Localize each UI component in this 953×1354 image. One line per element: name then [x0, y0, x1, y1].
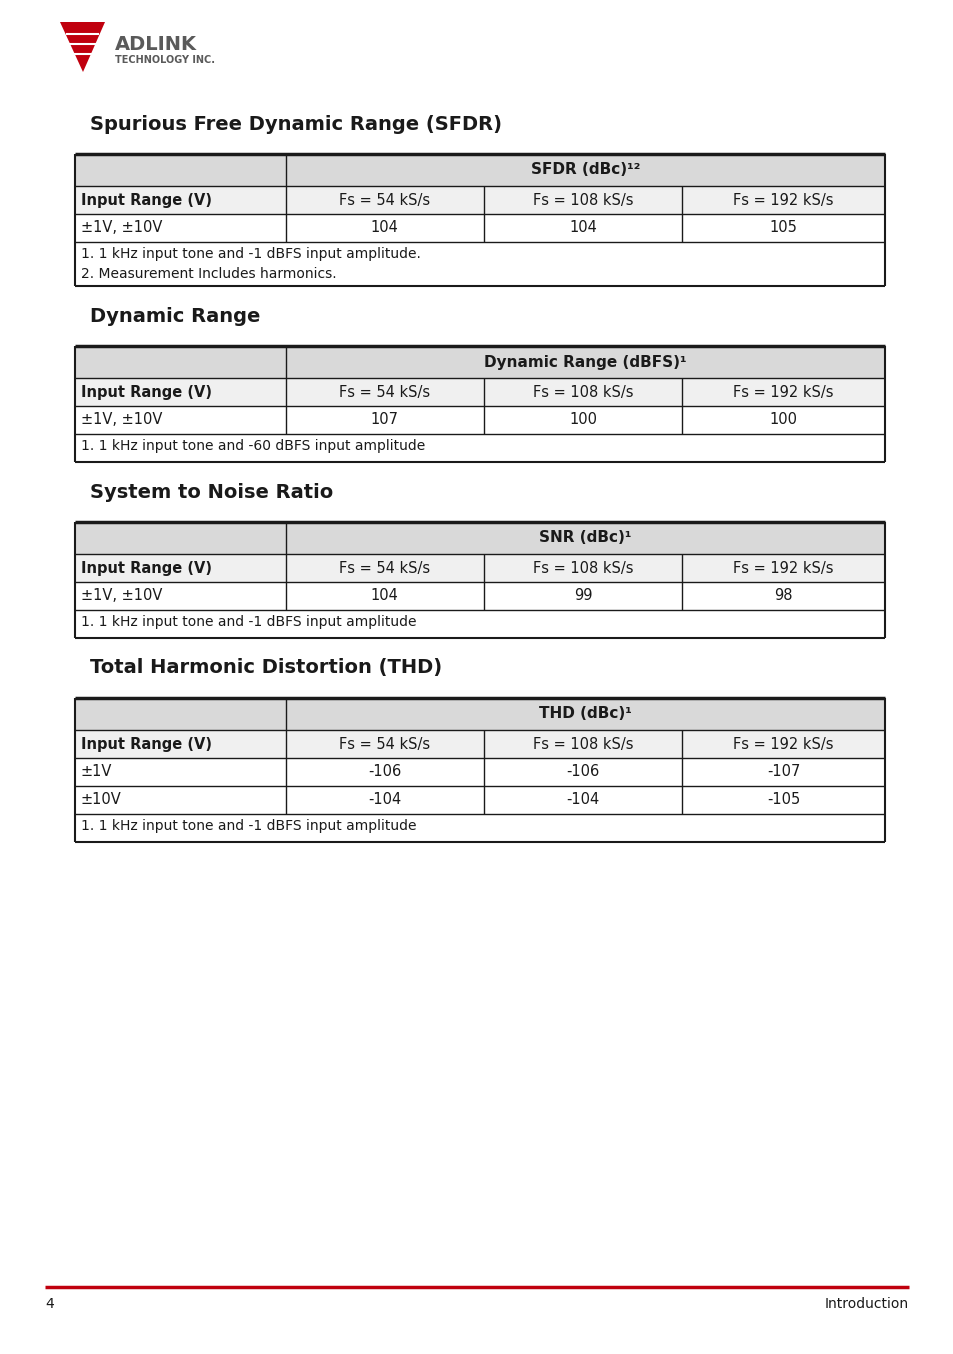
Text: Fs = 192 kS/s: Fs = 192 kS/s	[733, 192, 833, 207]
Text: TECHNOLOGY INC.: TECHNOLOGY INC.	[115, 56, 214, 65]
Text: Spurious Free Dynamic Range (SFDR): Spurious Free Dynamic Range (SFDR)	[90, 115, 501, 134]
Text: ±1V, ±10V: ±1V, ±10V	[81, 589, 162, 604]
Text: 104: 104	[569, 221, 597, 236]
Text: Fs = 108 kS/s: Fs = 108 kS/s	[533, 192, 633, 207]
Text: -106: -106	[368, 765, 401, 780]
Text: Fs = 54 kS/s: Fs = 54 kS/s	[339, 737, 430, 751]
Text: Fs = 192 kS/s: Fs = 192 kS/s	[733, 561, 833, 575]
Text: -105: -105	[766, 792, 800, 807]
Text: Input Range (V): Input Range (V)	[81, 561, 212, 575]
Text: ADLINK: ADLINK	[115, 34, 196, 54]
Text: Input Range (V): Input Range (V)	[81, 192, 212, 207]
Bar	[75, 347, 884, 378]
Text: ±1V: ±1V	[81, 765, 112, 780]
Text: System to Noise Ratio: System to Noise Ratio	[90, 482, 333, 501]
Text: Total Harmonic Distortion (THD): Total Harmonic Distortion (THD)	[90, 658, 441, 677]
Text: 2. Measurement Includes harmonics.: 2. Measurement Includes harmonics.	[81, 267, 336, 282]
Text: Fs = 108 kS/s: Fs = 108 kS/s	[533, 737, 633, 751]
Text: Input Range (V): Input Range (V)	[81, 737, 212, 751]
Text: ±1V, ±10V: ±1V, ±10V	[81, 221, 162, 236]
Text: Dynamic Range: Dynamic Range	[90, 306, 260, 325]
Text: THD (dBc)¹: THD (dBc)¹	[538, 707, 631, 722]
Text: Fs = 192 kS/s: Fs = 192 kS/s	[733, 737, 833, 751]
Polygon shape	[60, 22, 105, 72]
Text: Introduction: Introduction	[824, 1297, 908, 1311]
Text: 98: 98	[774, 589, 792, 604]
Text: Fs = 54 kS/s: Fs = 54 kS/s	[339, 561, 430, 575]
Text: 1. 1 kHz input tone and -1 dBFS input amplitude: 1. 1 kHz input tone and -1 dBFS input am…	[81, 615, 416, 630]
Text: ±10V: ±10V	[81, 792, 122, 807]
Text: 4: 4	[45, 1297, 53, 1311]
Bar	[75, 523, 884, 554]
Text: 104: 104	[371, 221, 398, 236]
Bar	[75, 699, 884, 730]
Text: 107: 107	[371, 413, 398, 428]
Text: 1. 1 kHz input tone and -1 dBFS input amplitude: 1. 1 kHz input tone and -1 dBFS input am…	[81, 819, 416, 833]
Text: SNR (dBc)¹: SNR (dBc)¹	[538, 531, 631, 546]
Bar	[75, 554, 884, 582]
Text: Fs = 108 kS/s: Fs = 108 kS/s	[533, 561, 633, 575]
Text: 99: 99	[574, 589, 592, 604]
Text: Input Range (V): Input Range (V)	[81, 385, 212, 399]
Text: 100: 100	[569, 413, 597, 428]
Text: SFDR (dBc)¹²: SFDR (dBc)¹²	[530, 162, 639, 177]
Bar	[75, 185, 884, 214]
Bar	[75, 730, 884, 758]
Text: Fs = 192 kS/s: Fs = 192 kS/s	[733, 385, 833, 399]
Text: ±1V, ±10V: ±1V, ±10V	[81, 413, 162, 428]
Text: 100: 100	[769, 413, 797, 428]
Bar	[75, 378, 884, 406]
Text: 1. 1 kHz input tone and -1 dBFS input amplitude.: 1. 1 kHz input tone and -1 dBFS input am…	[81, 246, 420, 261]
Text: -104: -104	[566, 792, 599, 807]
Text: Fs = 108 kS/s: Fs = 108 kS/s	[533, 385, 633, 399]
Text: -106: -106	[566, 765, 599, 780]
Text: 104: 104	[371, 589, 398, 604]
Text: Fs = 54 kS/s: Fs = 54 kS/s	[339, 192, 430, 207]
Bar	[75, 154, 884, 185]
Text: 105: 105	[769, 221, 797, 236]
Text: Fs = 54 kS/s: Fs = 54 kS/s	[339, 385, 430, 399]
Text: Dynamic Range (dBFS)¹: Dynamic Range (dBFS)¹	[483, 355, 686, 370]
Text: -107: -107	[766, 765, 800, 780]
Text: -104: -104	[368, 792, 401, 807]
Text: 1. 1 kHz input tone and -60 dBFS input amplitude: 1. 1 kHz input tone and -60 dBFS input a…	[81, 439, 425, 454]
